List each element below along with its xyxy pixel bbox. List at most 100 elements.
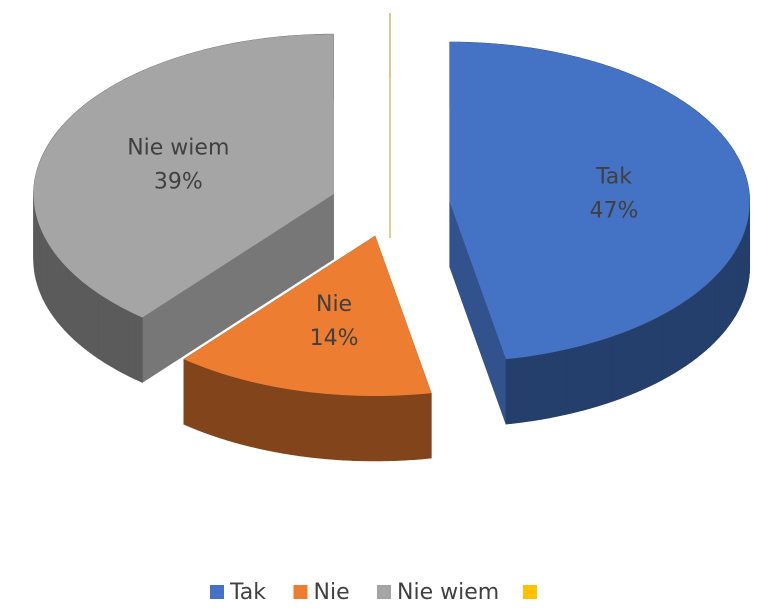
slice-side (43, 234, 45, 304)
data-label-name: Nie (316, 292, 352, 317)
slice-side (93, 290, 98, 359)
slice-side (300, 391, 309, 457)
slice-side (135, 314, 142, 382)
slice-side (83, 282, 88, 351)
slice-side (635, 325, 642, 393)
slice-side (73, 274, 78, 343)
slice-side (309, 392, 318, 458)
slice-side (649, 318, 656, 386)
slice-side (613, 333, 620, 401)
slice-side (110, 301, 116, 370)
slice-side (686, 297, 691, 366)
slice-side (251, 382, 259, 449)
slice-side (184, 359, 191, 427)
slice-side (45, 239, 48, 309)
slice-side (284, 388, 292, 454)
slice-side (98, 294, 104, 363)
slice-side (726, 260, 729, 329)
slice-side (212, 370, 219, 437)
slice-side (220, 373, 228, 440)
slice-side (326, 394, 335, 460)
slice-side (275, 387, 283, 453)
slice-side (335, 395, 344, 461)
slice-side (730, 255, 733, 324)
slice-side (740, 237, 742, 307)
slice-side (621, 331, 628, 399)
slice-side (318, 393, 327, 459)
slice-side (642, 322, 649, 390)
slice-side (506, 358, 515, 424)
slice-side (590, 341, 598, 408)
slice-side (191, 362, 198, 430)
slice-side (706, 281, 711, 350)
slice-side (549, 351, 557, 418)
slice-side (423, 393, 432, 459)
legend-swatch (377, 585, 391, 599)
slice-side (48, 243, 51, 313)
slice-side (205, 368, 212, 436)
slice-side (388, 396, 397, 461)
slice-side (710, 277, 714, 346)
slice-side (370, 396, 379, 461)
slice-side (61, 261, 65, 330)
slice-side (532, 354, 541, 420)
slice-side (566, 348, 574, 415)
slice-side (259, 383, 267, 450)
slice-side (267, 385, 275, 452)
slice-side (352, 396, 361, 461)
slice-side (574, 346, 582, 413)
slice-side (523, 356, 532, 422)
slice-side (57, 257, 61, 326)
slice-side (715, 273, 719, 342)
slice-side (515, 357, 524, 423)
slice-side (655, 315, 661, 383)
slice-side (379, 396, 388, 461)
slice-side (696, 289, 701, 358)
data-label-value: 0% (373, 0, 408, 1)
slice-side (51, 248, 54, 317)
slice-side (558, 350, 566, 417)
slice-side (628, 328, 635, 396)
slice-side (723, 264, 727, 333)
slice-side (65, 265, 69, 334)
data-label-name: Tak (595, 165, 632, 190)
slice-side (680, 301, 686, 370)
slice-side (227, 375, 235, 442)
data-label-value: 47% (590, 199, 639, 224)
slice-side (738, 241, 740, 311)
legend-swatch (210, 585, 224, 599)
slice-side (541, 353, 549, 420)
slice-side (292, 390, 300, 456)
slice-side (662, 312, 668, 380)
slice-side (54, 252, 57, 321)
data-label-value: 39% (154, 169, 203, 194)
slice-side (606, 336, 614, 404)
slice-side (733, 251, 736, 321)
slice-side (674, 305, 680, 374)
slice-side (122, 308, 128, 376)
slice-side (69, 270, 73, 339)
legend-swatch (294, 585, 308, 599)
slice-side (78, 278, 83, 347)
slice-side (129, 311, 136, 379)
slice-side (736, 246, 739, 316)
slice-side (198, 365, 205, 433)
slice-side (41, 229, 43, 299)
data-label-value: 14% (310, 326, 359, 351)
data-label-name: Nie wiem (127, 135, 229, 160)
slice-side (719, 268, 723, 337)
slice-side (582, 343, 590, 410)
slice-side (116, 304, 122, 372)
slice-side (344, 395, 353, 460)
slice-side (691, 293, 696, 362)
slice-side (243, 380, 251, 447)
legend-label: Nie wiem (397, 580, 499, 605)
slice-side (235, 377, 243, 444)
slice-side (701, 285, 706, 354)
slice-side (88, 286, 93, 355)
legend-label: Nie (314, 580, 350, 605)
slice-side (414, 394, 423, 460)
legend-label: Tak (229, 580, 266, 605)
slice-side (405, 395, 414, 461)
